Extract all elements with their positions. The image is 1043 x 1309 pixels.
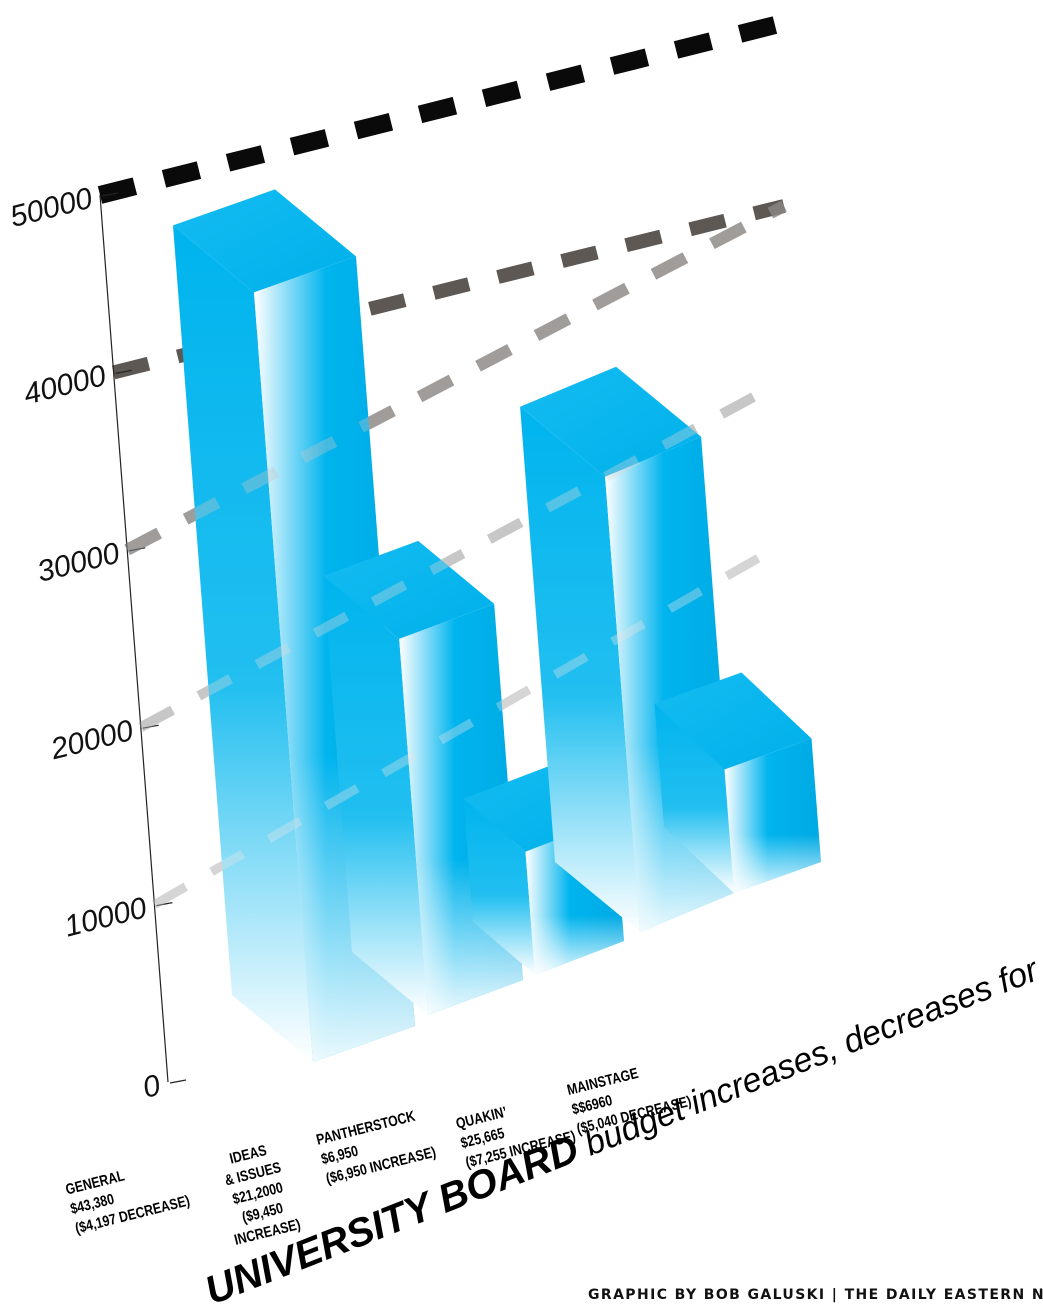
graphic-credit: GRAPHIC BY BOB GALUSKI | THE DAILY EASTE… <box>588 1287 1043 1303</box>
bar-side-face <box>323 575 428 1015</box>
y-tick-label: 0 <box>140 1069 164 1105</box>
bar-front-fade <box>724 738 821 893</box>
y-tick-label: 20000 <box>47 714 137 767</box>
y-tick-label: 40000 <box>20 359 109 411</box>
bar-label-line: GENERAL <box>64 1167 126 1197</box>
grid-line-overlay <box>138 382 775 732</box>
y-tick-label: 50000 <box>7 182 96 234</box>
grid-line <box>124 200 787 556</box>
bar-top-face <box>173 189 356 293</box>
grid-line <box>111 199 786 380</box>
y-tick-mark <box>129 547 146 552</box>
bar-4 <box>654 672 821 893</box>
grid-line-overlay <box>124 200 787 556</box>
grid-line <box>97 11 798 204</box>
y-axis <box>99 194 169 1083</box>
bar-side-face <box>173 225 313 1062</box>
y-tick-mark <box>101 192 119 197</box>
y-axis-line <box>99 194 169 1083</box>
y-tick-label: 10000 <box>61 891 150 943</box>
bar-side-face <box>520 406 640 932</box>
y-tick-mark <box>142 724 159 729</box>
bar-top-face <box>520 366 702 477</box>
bar-side-face <box>463 798 535 975</box>
y-tick-label: 30000 <box>34 536 123 588</box>
bar-top-face <box>323 540 495 639</box>
y-tick-mark <box>156 902 173 907</box>
grid-line-overlay <box>152 552 765 909</box>
bar-label: GENERAL$43,380($4,197 DECREASE) <box>64 1153 192 1236</box>
y-tick-mark <box>115 369 132 374</box>
bars <box>173 189 821 1062</box>
grid-lines-front <box>124 200 787 909</box>
bar-top-face <box>654 672 812 770</box>
bar-label: IDEAS& ISSUES$21,2000($9,450INCREASE) <box>213 1138 302 1248</box>
y-tick-mark <box>169 1079 187 1084</box>
bar-label: PANTHERSTOCK$6,950($6,950 INCREASE) <box>315 1105 438 1187</box>
bar-label-line: PANTHERSTOCK <box>315 1108 417 1148</box>
bar-1 <box>323 540 523 1015</box>
bar-side-face <box>654 703 734 893</box>
